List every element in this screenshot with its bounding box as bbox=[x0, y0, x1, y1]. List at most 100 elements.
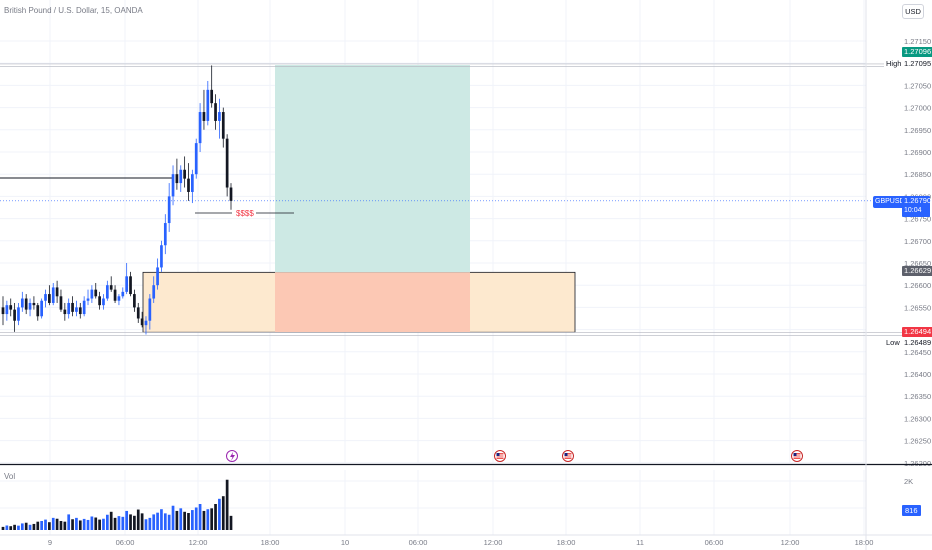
candle-body[interactable] bbox=[229, 187, 233, 201]
candle-body[interactable] bbox=[117, 296, 121, 301]
entry-price-tag: 1.26629 bbox=[902, 266, 932, 276]
volume-bar bbox=[40, 520, 43, 530]
candle-body[interactable] bbox=[36, 305, 40, 317]
currency-button[interactable]: USD bbox=[902, 4, 924, 19]
us-flag-event-icon[interactable] bbox=[791, 450, 803, 462]
flag-canton bbox=[793, 453, 797, 456]
candle-body[interactable] bbox=[218, 112, 221, 121]
flag-stripes bbox=[564, 453, 572, 459]
lightning-event-icon[interactable] bbox=[226, 450, 238, 462]
candle-body[interactable] bbox=[225, 138, 229, 188]
candle-body[interactable] bbox=[163, 223, 167, 246]
candle-body[interactable] bbox=[78, 307, 82, 315]
stop-zone[interactable] bbox=[275, 272, 470, 333]
candle-body[interactable] bbox=[82, 300, 86, 315]
target-price-tag: 1.27096 bbox=[902, 47, 932, 57]
candle-body[interactable] bbox=[187, 178, 190, 192]
flag-canton bbox=[564, 453, 568, 456]
candle-body[interactable] bbox=[17, 307, 20, 321]
volume-bar bbox=[86, 519, 90, 530]
candle-body[interactable] bbox=[67, 302, 71, 315]
time-tick-label: 18:00 bbox=[855, 538, 874, 547]
candle-body[interactable] bbox=[125, 276, 129, 292]
candle-body[interactable] bbox=[71, 302, 74, 312]
candle-body[interactable] bbox=[191, 174, 194, 192]
time-tick-label: 10 bbox=[341, 538, 349, 547]
candle-body[interactable] bbox=[98, 296, 101, 306]
candle-body[interactable] bbox=[9, 305, 13, 310]
volume-bar bbox=[1, 526, 5, 530]
price-tick-label: 1.26900 bbox=[904, 148, 931, 157]
candle-body[interactable] bbox=[48, 294, 51, 303]
volume-bar bbox=[13, 524, 16, 530]
volume-bar bbox=[221, 496, 225, 530]
candle-body[interactable] bbox=[28, 302, 32, 310]
candle-body[interactable] bbox=[133, 294, 136, 308]
candle-body[interactable] bbox=[51, 287, 55, 303]
current-price-value: 1.26790 bbox=[904, 196, 932, 205]
candle-body[interactable] bbox=[75, 307, 78, 312]
candle-body[interactable] bbox=[175, 174, 179, 184]
volume-bar bbox=[17, 525, 20, 530]
volume-bar bbox=[218, 498, 221, 530]
candle-body[interactable] bbox=[179, 169, 183, 184]
candle-body[interactable] bbox=[221, 112, 225, 139]
candle-body[interactable] bbox=[5, 305, 9, 315]
time-tick-label: 12:00 bbox=[484, 538, 503, 547]
volume-bar bbox=[171, 505, 175, 530]
us-flag-event-icon[interactable] bbox=[562, 450, 574, 462]
candle-body[interactable] bbox=[44, 294, 47, 301]
candle-body[interactable] bbox=[167, 196, 171, 224]
candle-body[interactable] bbox=[198, 112, 202, 144]
candle-body[interactable] bbox=[113, 289, 117, 301]
candle-body[interactable] bbox=[156, 267, 159, 286]
candle-body[interactable] bbox=[144, 320, 148, 326]
candle-body[interactable] bbox=[63, 309, 67, 315]
symbol-tag[interactable]: GBPUSD bbox=[873, 196, 907, 208]
candle-body[interactable] bbox=[102, 298, 105, 306]
candle-body[interactable] bbox=[171, 174, 175, 197]
stop-price-tag: 1.26494 bbox=[902, 327, 932, 337]
candle-body[interactable] bbox=[86, 298, 90, 301]
candle-body[interactable] bbox=[210, 89, 214, 104]
candle-body[interactable] bbox=[129, 276, 132, 295]
candle-body[interactable] bbox=[40, 300, 43, 317]
candle-body[interactable] bbox=[194, 143, 198, 175]
candle-body[interactable] bbox=[59, 296, 63, 310]
candle-body[interactable] bbox=[94, 289, 98, 297]
candle-body[interactable] bbox=[32, 302, 36, 306]
volume-bar bbox=[105, 514, 109, 530]
candle-body[interactable] bbox=[160, 245, 163, 268]
candle-body[interactable] bbox=[109, 285, 113, 290]
volume-bar bbox=[5, 525, 9, 530]
candle-body[interactable] bbox=[202, 112, 206, 121]
candle-body[interactable] bbox=[24, 298, 28, 310]
candle-body[interactable] bbox=[148, 298, 152, 321]
price-tick-label: 1.27000 bbox=[904, 104, 931, 113]
candle-body[interactable] bbox=[13, 309, 16, 321]
candle-body[interactable] bbox=[121, 291, 125, 297]
flag-stripe-white bbox=[793, 456, 801, 458]
candle-body[interactable] bbox=[183, 169, 186, 179]
lightning-glyph bbox=[230, 452, 235, 461]
us-flag-event-icon[interactable] bbox=[494, 450, 506, 462]
candle-body[interactable] bbox=[152, 285, 156, 299]
candle-body[interactable] bbox=[1, 307, 5, 315]
candle-body[interactable] bbox=[90, 289, 94, 299]
volume-last-tag: 816 bbox=[902, 505, 921, 516]
volume-bar bbox=[117, 516, 121, 530]
candle-body[interactable] bbox=[214, 103, 217, 121]
price-tick-label: 1.26450 bbox=[904, 348, 931, 357]
candle-body[interactable] bbox=[136, 307, 140, 319]
flag-stripe-white bbox=[496, 454, 504, 456]
candle-body[interactable] bbox=[55, 287, 59, 297]
candle-body[interactable] bbox=[206, 89, 210, 121]
flag-stripe-white bbox=[793, 454, 801, 456]
candle-body[interactable] bbox=[105, 285, 109, 299]
target-zone[interactable] bbox=[275, 64, 470, 273]
candle-body[interactable] bbox=[140, 318, 144, 326]
candle-body[interactable] bbox=[20, 298, 24, 308]
price-tick-label: 1.27150 bbox=[904, 37, 931, 46]
